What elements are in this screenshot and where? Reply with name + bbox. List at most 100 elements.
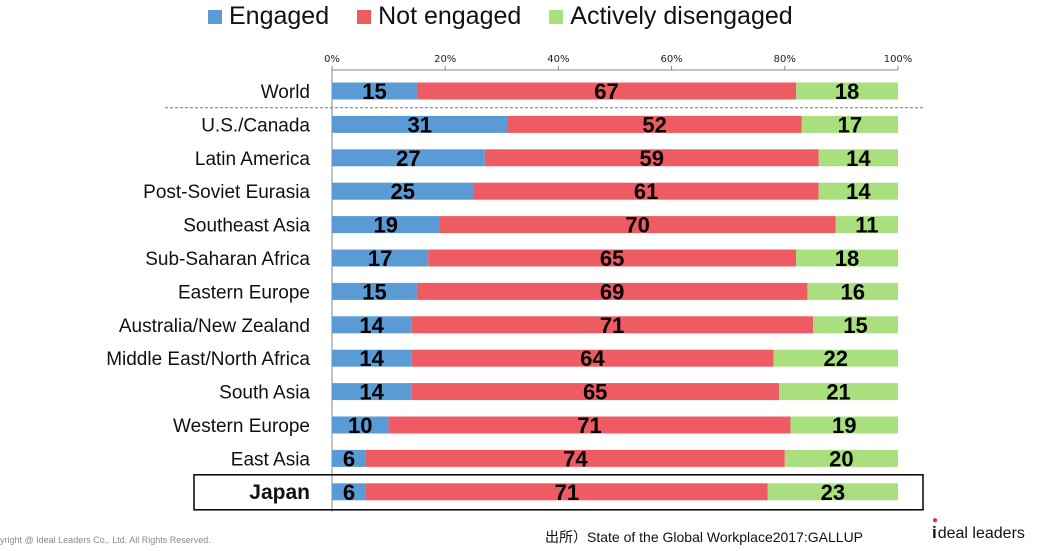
data-label-engaged: 6 xyxy=(343,480,355,505)
data-label-engaged: 27 xyxy=(396,146,420,171)
bar-actively-disengaged xyxy=(818,182,898,200)
data-label-engaged: 15 xyxy=(362,79,386,104)
data-label-engaged: 14 xyxy=(359,380,384,405)
data-label-not-engaged: 67 xyxy=(594,79,618,104)
bar-actively-disengaged xyxy=(835,216,898,234)
data-label-not-engaged: 61 xyxy=(634,179,658,204)
category-label: U.S./Canada xyxy=(201,115,310,136)
bar-engaged xyxy=(332,282,417,300)
bar-actively-disengaged xyxy=(767,483,898,501)
bar-not-engaged xyxy=(416,82,797,100)
data-label-not-engaged: 65 xyxy=(600,246,624,271)
category-label: Southeast Asia xyxy=(183,216,310,237)
data-label-actively-disengaged: 14 xyxy=(846,146,871,171)
data-label-not-engaged: 71 xyxy=(577,413,601,438)
data-label-engaged: 17 xyxy=(368,246,392,271)
data-label-engaged: 31 xyxy=(407,112,431,137)
bar-engaged xyxy=(332,349,412,367)
data-label-engaged: 14 xyxy=(359,313,384,338)
source-text: 出所）State of the Global Workplace2017:GAL… xyxy=(545,529,864,545)
data-label-not-engaged: 71 xyxy=(600,313,624,338)
data-label-actively-disengaged: 16 xyxy=(840,279,864,304)
category-label: Australia/New Zealand xyxy=(119,316,310,337)
data-label-actively-disengaged: 18 xyxy=(835,246,859,271)
legend-swatch xyxy=(549,9,564,24)
legend-swatch xyxy=(208,9,222,24)
category-label: World xyxy=(261,82,310,103)
category-label: Sub-Saharan Africa xyxy=(145,249,310,270)
legend-item-engaged: Engaged xyxy=(208,2,329,31)
data-label-actively-disengaged: 19 xyxy=(832,413,856,438)
data-label-not-engaged: 65 xyxy=(583,380,607,405)
category-label: East Asia xyxy=(231,449,311,470)
x-tick-label: 40% xyxy=(547,54,569,65)
bar-actively-disengaged xyxy=(790,416,898,434)
x-tick-label: 100% xyxy=(884,54,913,65)
bar-actively-disengaged xyxy=(807,282,898,300)
bar-actively-disengaged xyxy=(813,316,898,334)
bar-not-engaged xyxy=(439,216,836,234)
category-label: Western Europe xyxy=(173,416,310,437)
bar-engaged xyxy=(332,115,508,133)
bar-engaged xyxy=(332,82,417,100)
category-label: Post-Soviet Eurasia xyxy=(143,182,310,203)
data-label-engaged: 19 xyxy=(374,213,398,238)
x-tick-label: 80% xyxy=(774,54,796,65)
data-label-actively-disengaged: 23 xyxy=(821,480,845,505)
bar-not-engaged xyxy=(484,149,819,167)
category-label: South Asia xyxy=(219,383,310,404)
bar-engaged xyxy=(332,383,412,401)
bar-actively-disengaged xyxy=(779,383,898,401)
data-label-actively-disengaged: 18 xyxy=(835,79,859,104)
bar-not-engaged xyxy=(388,416,791,434)
bar-engaged xyxy=(332,483,366,501)
data-label-engaged: 14 xyxy=(359,346,384,371)
data-label-not-engaged: 71 xyxy=(555,480,579,505)
bar-engaged xyxy=(332,182,474,200)
data-label-engaged: 15 xyxy=(362,279,386,304)
legend-label: Actively disengaged xyxy=(570,2,793,30)
bar-not-engaged xyxy=(416,282,808,300)
bar-engaged xyxy=(332,249,429,267)
data-label-actively-disengaged: 15 xyxy=(843,313,867,338)
data-label-engaged: 25 xyxy=(391,179,415,204)
bar-engaged xyxy=(332,316,412,334)
bar-not-engaged xyxy=(473,182,819,200)
bar-not-engaged xyxy=(365,483,768,501)
category-label: Eastern Europe xyxy=(178,282,310,303)
data-label-actively-disengaged: 21 xyxy=(826,380,850,405)
bar-not-engaged xyxy=(365,449,785,467)
copyright-text: opyright @ Ideal Leaders Co,. Ltd. All R… xyxy=(0,535,211,545)
data-label-actively-disengaged: 17 xyxy=(838,112,862,137)
data-label-not-engaged: 64 xyxy=(580,346,605,371)
data-label-engaged: 6 xyxy=(343,446,355,471)
data-label-not-engaged: 70 xyxy=(625,213,649,238)
bar-not-engaged xyxy=(411,383,780,401)
bar-actively-disengaged xyxy=(796,249,898,267)
bar-actively-disengaged xyxy=(796,82,898,100)
bar-not-engaged xyxy=(411,349,774,367)
category-label: Japan xyxy=(249,481,310,504)
legend-item-not-engaged: Not engaged xyxy=(357,2,521,31)
x-tick-label: 20% xyxy=(434,54,456,65)
x-tick-label: 0% xyxy=(324,54,340,65)
category-label: Middle East/North Africa xyxy=(106,349,310,370)
bar-not-engaged xyxy=(428,249,797,267)
bar-engaged xyxy=(332,216,440,234)
bar-engaged xyxy=(332,449,366,467)
bar-actively-disengaged xyxy=(784,449,898,467)
bar-actively-disengaged xyxy=(818,149,898,167)
highlight-box xyxy=(193,474,924,511)
category-label: Latin America xyxy=(195,149,311,170)
data-label-not-engaged: 52 xyxy=(642,112,666,137)
data-label-not-engaged: 59 xyxy=(640,146,664,171)
legend-item-actively-disengaged: Actively disengaged xyxy=(549,2,793,31)
chart-legend: Engaged Not engaged Actively disengaged xyxy=(208,2,793,31)
bar-engaged xyxy=(332,149,485,167)
bar-not-engaged xyxy=(507,115,802,133)
bar-actively-disengaged xyxy=(773,349,898,367)
legend-label: Not engaged xyxy=(378,2,522,30)
legend-swatch xyxy=(357,9,372,24)
data-label-engaged: 10 xyxy=(348,413,372,438)
